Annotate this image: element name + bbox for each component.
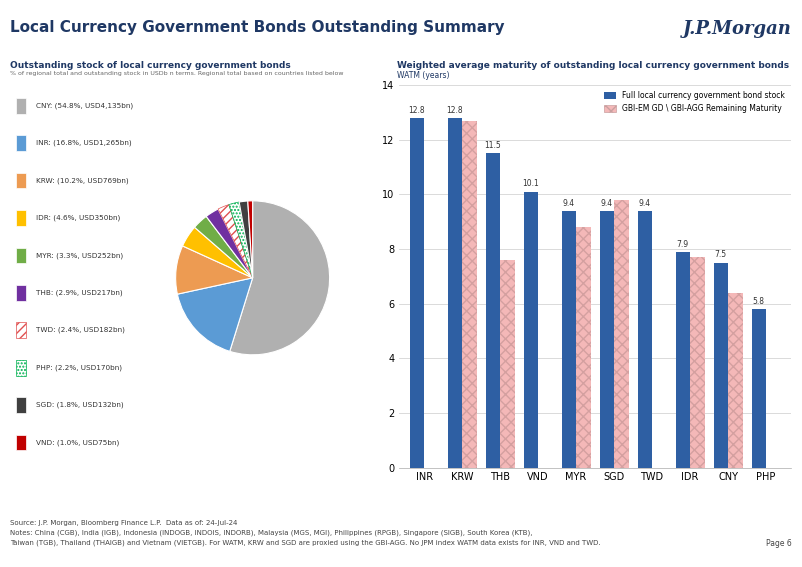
Bar: [561, 211, 576, 468]
Text: TWD: (2.4%, USD182bn): TWD: (2.4%, USD182bn): [36, 327, 125, 333]
Wedge shape: [206, 209, 253, 278]
Wedge shape: [177, 278, 253, 352]
Wedge shape: [248, 201, 253, 278]
Bar: [462, 121, 476, 468]
Bar: [16, 360, 26, 375]
Wedge shape: [183, 227, 253, 278]
Bar: [751, 309, 766, 468]
Bar: [16, 136, 26, 151]
Bar: [600, 211, 614, 468]
Text: VND: (1.0%, USD75bn): VND: (1.0%, USD75bn): [36, 439, 119, 446]
Bar: [16, 210, 26, 226]
Wedge shape: [229, 201, 330, 355]
Text: 7.9: 7.9: [677, 239, 689, 248]
Text: Page 6: Page 6: [766, 539, 792, 548]
Text: PHP: (2.2%, USD170bn): PHP: (2.2%, USD170bn): [36, 365, 123, 371]
Bar: [524, 192, 538, 468]
Bar: [16, 397, 26, 413]
Text: 10.1: 10.1: [522, 179, 539, 188]
Bar: [614, 200, 629, 468]
Text: WATM (years): WATM (years): [397, 71, 449, 81]
Bar: [16, 323, 26, 338]
Text: Taiwan (TGB), Thailand (THAIGB) and Vietnam (VIETGB). For WATM, KRW and SGD are : Taiwan (TGB), Thailand (THAIGB) and Viet…: [10, 539, 601, 545]
Text: 9.4: 9.4: [639, 198, 651, 208]
Text: 9.4: 9.4: [601, 198, 613, 208]
Legend: Full local currency government bond stock, GBI-EM GD \ GBI-AGG Remaining Maturit: Full local currency government bond stoc…: [602, 89, 787, 115]
Text: CNY: (54.8%, USD4,135bn): CNY: (54.8%, USD4,135bn): [36, 103, 133, 109]
Text: Source: J.P. Morgan, Bloomberg Finance L.P.  Data as of: 24-Jul-24: Source: J.P. Morgan, Bloomberg Finance L…: [10, 520, 238, 526]
Text: 7.5: 7.5: [715, 251, 727, 260]
Bar: [486, 154, 500, 468]
Bar: [714, 263, 728, 468]
Bar: [16, 285, 26, 301]
Text: MYR: (3.3%, USD252bn): MYR: (3.3%, USD252bn): [36, 252, 124, 259]
Bar: [410, 118, 424, 468]
Text: KRW: (10.2%, USD769bn): KRW: (10.2%, USD769bn): [36, 177, 129, 184]
Text: SGD: (1.8%, USD132bn): SGD: (1.8%, USD132bn): [36, 402, 124, 408]
Text: THB: (2.9%, USD217bn): THB: (2.9%, USD217bn): [36, 290, 123, 296]
Text: % of regional total and outstanding stock in USDb n terms. Regional total based : % of regional total and outstanding stoc…: [10, 71, 344, 77]
Wedge shape: [229, 202, 253, 278]
Bar: [638, 211, 652, 468]
Wedge shape: [176, 246, 253, 294]
Text: INR: (16.8%, USD1,265bn): INR: (16.8%, USD1,265bn): [36, 140, 132, 146]
Text: 12.8: 12.8: [408, 105, 425, 115]
Bar: [675, 252, 690, 468]
Text: 5.8: 5.8: [753, 297, 765, 306]
Wedge shape: [195, 217, 253, 278]
Wedge shape: [218, 205, 253, 278]
Text: J.P.Morgan: J.P.Morgan: [683, 20, 792, 38]
Text: 9.4: 9.4: [563, 198, 575, 208]
Bar: [16, 435, 26, 450]
Wedge shape: [239, 201, 253, 278]
Bar: [500, 260, 515, 468]
Text: Outstanding stock of local currency government bonds: Outstanding stock of local currency gove…: [10, 61, 291, 70]
Bar: [728, 293, 743, 468]
Text: Weighted average maturity of outstanding local currency government bonds: Weighted average maturity of outstanding…: [397, 61, 789, 70]
Text: Notes: China (CGB), India (IGB), Indonesia (INDOGB, INDOIS, INDORB), Malaysia (M: Notes: China (CGB), India (IGB), Indones…: [10, 530, 533, 536]
Text: Local Currency Government Bonds Outstanding Summary: Local Currency Government Bonds Outstand…: [10, 20, 505, 35]
Bar: [16, 173, 26, 188]
Bar: [16, 98, 26, 113]
Bar: [690, 257, 704, 468]
Text: 12.8: 12.8: [447, 105, 464, 115]
Bar: [16, 248, 26, 263]
Bar: [448, 118, 462, 468]
Bar: [576, 227, 590, 468]
Text: 11.5: 11.5: [484, 141, 501, 150]
Text: IDR: (4.6%, USD350bn): IDR: (4.6%, USD350bn): [36, 215, 120, 221]
